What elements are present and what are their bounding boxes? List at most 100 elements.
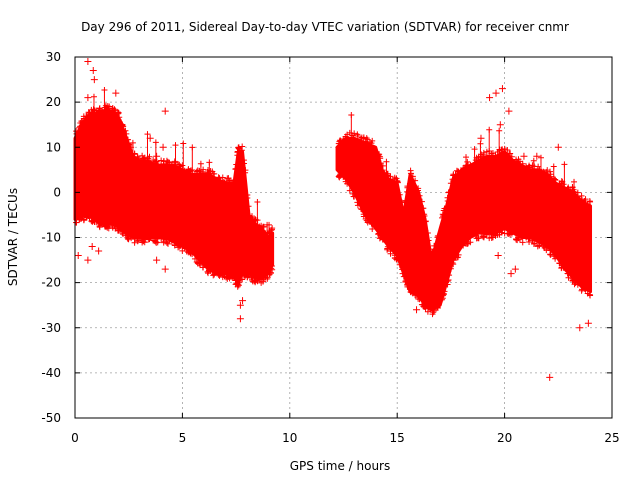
outlier-point bbox=[492, 89, 500, 97]
data-point bbox=[444, 281, 451, 288]
data-point bbox=[412, 177, 419, 184]
data-point bbox=[200, 264, 207, 271]
data-point bbox=[467, 161, 474, 168]
data-point bbox=[369, 226, 376, 233]
data-point bbox=[179, 162, 186, 169]
data-point bbox=[120, 228, 127, 235]
data-point bbox=[158, 157, 165, 164]
data-point bbox=[351, 130, 358, 137]
data-point bbox=[449, 176, 456, 183]
data-point bbox=[394, 256, 401, 263]
y-tick-label: -10 bbox=[41, 231, 61, 245]
outlier-point bbox=[112, 89, 120, 97]
data-point bbox=[450, 171, 457, 178]
data-point bbox=[452, 254, 459, 261]
outlier-point bbox=[153, 256, 161, 264]
data-point bbox=[172, 142, 179, 149]
data-point bbox=[547, 251, 554, 258]
data-point bbox=[249, 213, 256, 220]
outlier-point bbox=[161, 265, 169, 273]
data-point bbox=[445, 277, 452, 284]
data-point bbox=[223, 274, 230, 281]
data-point bbox=[558, 264, 565, 271]
data-point bbox=[206, 159, 213, 166]
data-point bbox=[363, 135, 370, 142]
data-point bbox=[424, 229, 431, 236]
data-point bbox=[536, 166, 543, 173]
data-point bbox=[550, 163, 557, 170]
data-point bbox=[529, 237, 536, 244]
data-point bbox=[477, 140, 484, 147]
data-point bbox=[114, 109, 121, 116]
data-point bbox=[171, 159, 178, 166]
y-tick-label: 30 bbox=[46, 50, 61, 64]
data-point bbox=[146, 153, 153, 160]
data-point bbox=[399, 270, 406, 277]
data-point bbox=[402, 277, 409, 284]
data-point bbox=[402, 197, 409, 204]
data-point bbox=[91, 218, 98, 225]
data-point bbox=[426, 246, 433, 253]
outlier-point bbox=[584, 234, 592, 241]
data-point bbox=[91, 107, 98, 114]
data-point bbox=[471, 146, 478, 153]
data-point bbox=[350, 193, 357, 200]
data-point bbox=[266, 271, 273, 278]
y-axis-label: SDTVAR / TECUs bbox=[6, 188, 20, 286]
data-point bbox=[530, 157, 537, 164]
data-point bbox=[152, 139, 159, 146]
data-point bbox=[79, 213, 86, 220]
data-point bbox=[400, 273, 407, 280]
data-point bbox=[394, 179, 401, 186]
data-point bbox=[235, 281, 242, 288]
data-point bbox=[507, 231, 514, 238]
data-point bbox=[556, 180, 563, 187]
data-point bbox=[337, 137, 344, 144]
data-point bbox=[404, 183, 411, 190]
data-point bbox=[134, 235, 141, 242]
outlier-point bbox=[488, 234, 496, 241]
data-point bbox=[171, 242, 178, 249]
data-point bbox=[384, 172, 391, 179]
data-point bbox=[496, 127, 503, 134]
data-point bbox=[486, 235, 493, 242]
data-point bbox=[387, 250, 394, 257]
data-point bbox=[519, 239, 526, 246]
data-point bbox=[163, 162, 170, 169]
data-point bbox=[238, 147, 245, 154]
data-point bbox=[348, 112, 355, 119]
data-point bbox=[453, 167, 460, 174]
data-point bbox=[564, 185, 571, 192]
outlier-point bbox=[90, 76, 98, 84]
outlier-point bbox=[84, 256, 92, 264]
data-point bbox=[150, 237, 157, 244]
data-point bbox=[526, 235, 533, 242]
data-point bbox=[197, 262, 204, 269]
data-point bbox=[412, 292, 419, 299]
data-point bbox=[252, 217, 259, 224]
data-point bbox=[523, 163, 530, 170]
data-point bbox=[242, 167, 249, 174]
axes: 0 5 10 15 20 25 -50 -40 -30 -20 -10 0 10 20 30 bbox=[41, 50, 619, 445]
outlier-point bbox=[486, 94, 494, 102]
data-point bbox=[111, 222, 118, 229]
data-point bbox=[357, 205, 364, 212]
data-point bbox=[425, 304, 432, 311]
data-point bbox=[407, 167, 414, 174]
data-point bbox=[587, 198, 594, 205]
outlier-point bbox=[183, 247, 191, 255]
data-point bbox=[247, 273, 254, 280]
data-point bbox=[180, 140, 187, 147]
data-point bbox=[479, 233, 486, 240]
data-point bbox=[463, 163, 470, 170]
data-point bbox=[529, 162, 536, 169]
data-point bbox=[217, 177, 224, 184]
data-point bbox=[165, 158, 172, 165]
x-tick-label: 10 bbox=[282, 431, 297, 445]
data-point bbox=[176, 243, 183, 250]
data-point bbox=[396, 261, 403, 268]
data-point bbox=[344, 180, 351, 187]
data-point bbox=[516, 236, 523, 243]
outlier-point bbox=[74, 252, 82, 260]
